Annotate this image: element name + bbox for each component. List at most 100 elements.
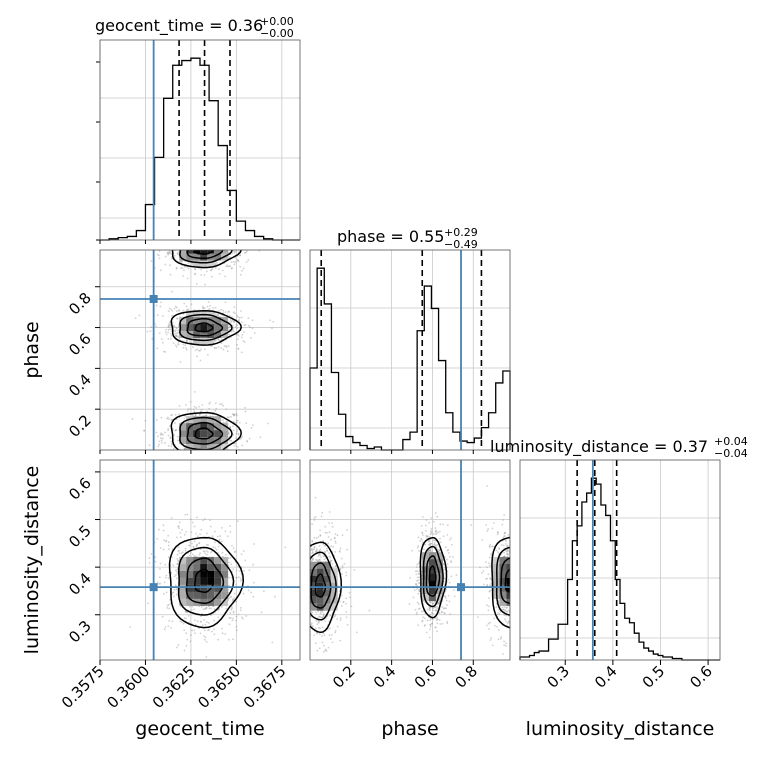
sample-point (203, 244, 205, 246)
sample-point (258, 250, 261, 252)
sample-point (431, 618, 434, 621)
sample-point (192, 245, 194, 247)
sample-point (225, 345, 228, 347)
sample-point (167, 577, 170, 580)
sample-point (165, 247, 167, 249)
sample-point (429, 542, 431, 545)
sample-point (306, 603, 308, 605)
sample-point (203, 236, 205, 238)
sample-point (170, 248, 172, 250)
sample-point (515, 637, 517, 639)
sample-point (486, 583, 489, 586)
density-cell (186, 591, 194, 599)
sample-point (438, 549, 441, 551)
sample-point (214, 228, 216, 230)
sample-point (232, 433, 235, 436)
sample-point (322, 615, 325, 617)
sample-point (188, 244, 190, 246)
sample-point (326, 549, 329, 552)
sample-point (193, 390, 196, 393)
sample-point (340, 557, 343, 560)
sample-point (170, 626, 172, 629)
sample-point (232, 429, 235, 432)
sample-point (227, 235, 229, 237)
contour-line (186, 421, 224, 445)
sample-point (197, 240, 199, 242)
sample-point (439, 523, 442, 526)
sample-point (303, 559, 305, 561)
sample-point (193, 629, 196, 632)
sample-point (336, 625, 339, 628)
sample-point (322, 613, 325, 616)
sample-point (287, 590, 289, 592)
sample-point (183, 243, 185, 245)
sample-point (432, 539, 435, 542)
density-cell (193, 260, 201, 268)
sample-point (429, 533, 432, 536)
sample-point (208, 241, 210, 243)
sample-point (323, 550, 326, 553)
sample-point (167, 337, 170, 340)
sample-point (235, 625, 238, 628)
sample-point (159, 305, 162, 308)
sample-point (505, 606, 508, 609)
sample-point (334, 613, 337, 616)
density-cell (310, 561, 317, 569)
sample-point (229, 237, 231, 239)
sample-point (319, 560, 322, 563)
sample-point (514, 562, 516, 564)
sample-point (516, 551, 518, 553)
sample-point (179, 454, 181, 456)
sample-point (198, 247, 200, 249)
sample-point (212, 546, 215, 548)
sample-point (196, 231, 198, 233)
sample-point (525, 589, 527, 591)
sample-point (316, 548, 318, 550)
sample-point (227, 311, 229, 313)
sample-point (271, 327, 273, 330)
sample-point (234, 550, 237, 553)
sample-point (193, 243, 195, 245)
sample-point (307, 591, 309, 593)
sample-point (169, 273, 172, 276)
sample-point (210, 614, 212, 617)
sample-point (174, 422, 176, 424)
density-cell (214, 416, 222, 424)
sample-point (412, 596, 415, 599)
sample-point (182, 343, 185, 346)
sample-point (198, 244, 200, 246)
sample-point (193, 540, 196, 543)
sample-point (200, 615, 202, 617)
sample-point (432, 532, 435, 535)
sample-point (512, 641, 514, 643)
sample-point (169, 436, 172, 439)
sample-point (165, 540, 167, 543)
sample-point (209, 235, 211, 237)
sample-point (432, 609, 434, 612)
sample-point (191, 245, 193, 247)
sample-point (173, 434, 176, 437)
sample-point (226, 420, 229, 423)
sample-point (167, 310, 170, 312)
density-cell (207, 444, 215, 450)
sample-point (515, 525, 517, 527)
density-cell (221, 584, 229, 592)
density-cell (200, 250, 208, 254)
sample-point (143, 429, 145, 432)
sample-point (524, 605, 526, 607)
sample-point (203, 550, 206, 553)
sample-point (513, 576, 515, 578)
sample-point (228, 314, 231, 317)
sample-point (190, 634, 192, 636)
sample-point (345, 616, 348, 619)
sample-point (172, 235, 174, 237)
density-cell (193, 577, 201, 585)
sample-point (178, 549, 181, 552)
sample-point (427, 543, 430, 546)
sample-point (432, 612, 435, 615)
sample-point (233, 413, 236, 416)
sample-point (328, 511, 331, 513)
sample-point (529, 574, 531, 576)
density-cell (316, 603, 324, 611)
density-cell (316, 561, 324, 569)
